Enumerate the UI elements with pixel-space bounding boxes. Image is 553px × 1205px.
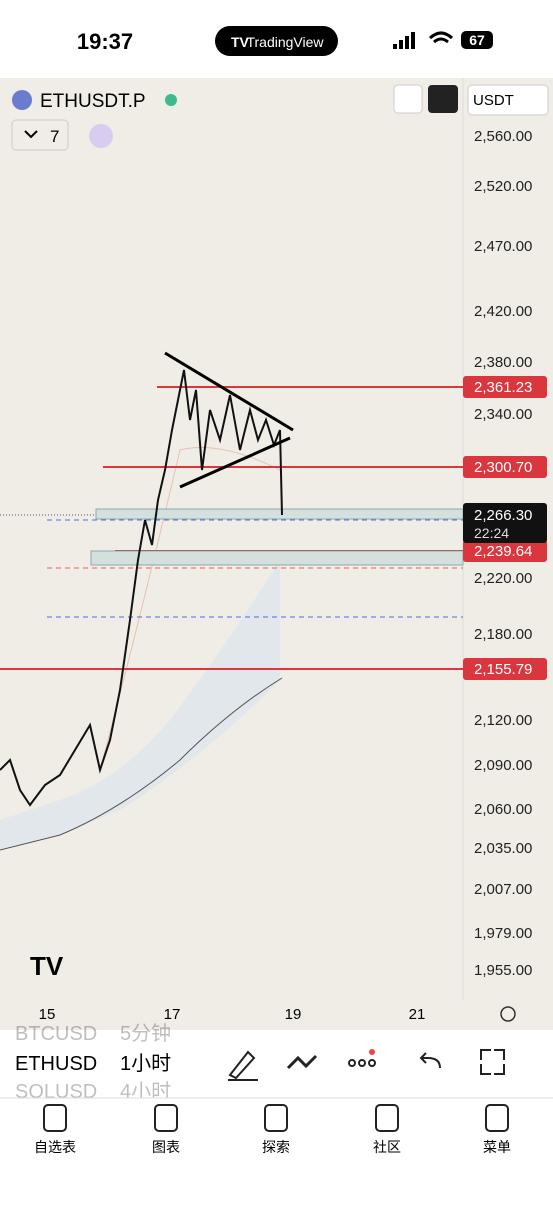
time-label: 19 bbox=[285, 1006, 302, 1023]
tab-icon bbox=[264, 1104, 288, 1132]
picker-symbol[interactable]: ETHUSD bbox=[15, 1053, 97, 1075]
current-price-tag bbox=[463, 503, 547, 543]
wifi bbox=[428, 31, 454, 44]
chart-area bbox=[0, 78, 463, 1000]
battery bbox=[461, 31, 493, 49]
price-label: 2,520.00 bbox=[474, 178, 532, 195]
battery-level: 67 bbox=[469, 32, 485, 48]
price-tag-label: 2,361.23 bbox=[474, 379, 532, 396]
price-tag bbox=[463, 376, 547, 398]
price-tag-label: 2,239.64 bbox=[474, 543, 532, 560]
price-label: 2,380.00 bbox=[474, 354, 532, 371]
picker-interval[interactable]: 5分钟 bbox=[120, 1022, 171, 1045]
price-label: 2,090.00 bbox=[474, 757, 532, 774]
status-dot bbox=[165, 94, 177, 106]
price-label: 2,470.00 bbox=[474, 238, 532, 255]
currency-select[interactable] bbox=[467, 84, 549, 116]
settings-icon[interactable] bbox=[500, 1006, 516, 1022]
price-label: 2,420.00 bbox=[474, 303, 532, 320]
badge bbox=[369, 1049, 375, 1055]
price-label: 2,180.00 bbox=[474, 626, 532, 643]
price-label: 2,120.00 bbox=[474, 712, 532, 729]
picker-interval[interactable]: 1小时 bbox=[120, 1052, 171, 1075]
price-label: 2,340.00 bbox=[474, 406, 532, 423]
time-label: 17 bbox=[164, 1006, 181, 1023]
indicator-count: 7 bbox=[50, 127, 59, 146]
toolbar bbox=[0, 1030, 553, 1098]
countdown: 22:24 bbox=[474, 525, 509, 541]
tab-label[interactable]: 菜单 bbox=[483, 1139, 511, 1155]
price-tag-label: 2,155.79 bbox=[474, 661, 532, 678]
tabs: 自选表 图表 探索 社区 菜单 bbox=[34, 1104, 511, 1155]
price-tag-label: 2,300.70 bbox=[474, 459, 532, 476]
more-tool[interactable] bbox=[348, 1059, 376, 1067]
eth-icon bbox=[12, 90, 32, 110]
time-axis bbox=[0, 1000, 553, 1030]
zone bbox=[95, 508, 464, 520]
zone bbox=[90, 550, 464, 566]
tab-icon bbox=[154, 1104, 178, 1132]
tab-icon bbox=[375, 1104, 399, 1132]
price-tag bbox=[463, 658, 547, 680]
price-label: 1,979.00 bbox=[474, 925, 532, 942]
price-tag bbox=[463, 540, 547, 562]
picker-symbol[interactable]: BTCUSD bbox=[15, 1023, 97, 1045]
price-path bbox=[0, 369, 283, 807]
draw-tool[interactable] bbox=[228, 1050, 258, 1081]
time-labels: 15 17 19 21 bbox=[39, 1006, 426, 1023]
app-name: TradingView bbox=[246, 34, 324, 50]
price-label: 2,035.00 bbox=[474, 840, 532, 857]
indicator-tool[interactable] bbox=[286, 1054, 318, 1070]
sync-button[interactable] bbox=[89, 124, 113, 148]
ma-band bbox=[0, 560, 280, 850]
picker-interval[interactable]: 4小时 bbox=[120, 1080, 171, 1103]
app-logo: TV bbox=[231, 34, 250, 50]
current-price: 2,266.30 bbox=[474, 507, 532, 524]
time-label: 21 bbox=[409, 1006, 426, 1023]
price-label: 2,220.00 bbox=[474, 570, 532, 587]
price-label: 2,007.00 bbox=[474, 881, 532, 898]
time: 19:37 bbox=[77, 29, 133, 54]
indicator-toggle[interactable] bbox=[11, 119, 69, 151]
price-labels: 2,560.00 2,520.00 2,470.00 2,420.00 2,380.00… bbox=[463, 128, 547, 979]
tab-label[interactable]: 自选表 bbox=[34, 1139, 76, 1155]
ma-line bbox=[0, 677, 283, 851]
price-label: 2,560.00 bbox=[474, 128, 532, 145]
trendline bbox=[179, 436, 291, 489]
tab-label[interactable]: 社区 bbox=[373, 1139, 401, 1155]
scroll-button[interactable] bbox=[393, 84, 423, 114]
tab-icon bbox=[43, 1104, 67, 1132]
trendline bbox=[164, 351, 294, 432]
fullscreen[interactable] bbox=[480, 1049, 505, 1075]
tab-icon bbox=[485, 1104, 509, 1132]
fullscreen-button[interactable] bbox=[428, 85, 458, 113]
price-label: 2,060.00 bbox=[474, 801, 532, 818]
symbol[interactable]: ETHUSDT.P bbox=[40, 91, 146, 112]
signal bbox=[393, 32, 415, 49]
tv-logo: TV bbox=[30, 951, 64, 981]
app-pill bbox=[215, 26, 338, 56]
tab-label[interactable]: 图表 bbox=[152, 1139, 180, 1155]
price-tag bbox=[463, 456, 547, 478]
price-label: 1,955.00 bbox=[474, 962, 532, 979]
tab-label[interactable]: 探索 bbox=[262, 1139, 290, 1155]
tab-bar bbox=[0, 1098, 553, 1200]
time-label: 15 bbox=[39, 1006, 56, 1023]
chevron bbox=[24, 130, 38, 139]
currency: USDT bbox=[473, 92, 514, 109]
undo[interactable] bbox=[419, 1052, 441, 1069]
